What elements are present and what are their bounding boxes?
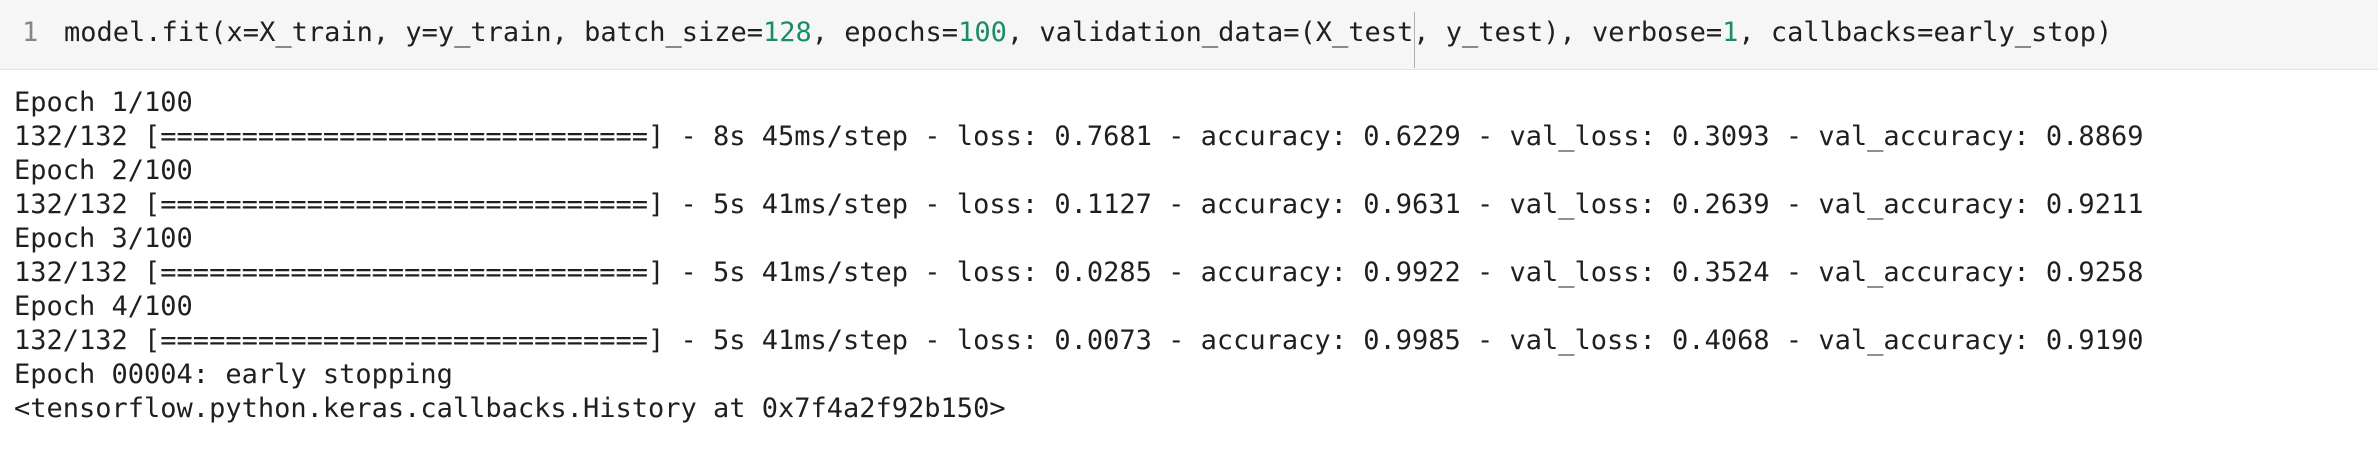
output-line: 132/132 [==============================]… xyxy=(14,189,2144,220)
code-number: 128 xyxy=(762,17,812,48)
code-text: model.fit(x=X_train, y=y_train, batch_si… xyxy=(64,17,763,48)
code-number: 100 xyxy=(958,17,1007,48)
code-line[interactable]: model.fit(x=X_train, y=y_train, batch_si… xyxy=(64,16,2112,50)
line-number: 1 xyxy=(22,17,39,48)
output-line: Epoch 1/100 xyxy=(14,87,193,118)
cell-output: Epoch 1/100 132/132 [===================… xyxy=(14,86,2143,426)
code-text: , callbacks=early_stop) xyxy=(1738,17,2113,48)
output-line: 132/132 [==============================]… xyxy=(14,121,2144,152)
output-line: <tensorflow.python.keras.callbacks.Histo… xyxy=(14,393,1006,424)
code-text: , validation_data=(X_test, y_test), verb… xyxy=(1006,17,1723,48)
output-line: Epoch 3/100 xyxy=(14,223,193,254)
output-line: Epoch 00004: early stopping xyxy=(14,359,453,390)
code-text: , epochs= xyxy=(811,17,959,48)
code-number: 1 xyxy=(1722,17,1739,48)
code-cell-input[interactable]: 1 model.fit(x=X_train, y=y_train, batch_… xyxy=(0,0,2378,70)
output-line: 132/132 [==============================]… xyxy=(14,257,2144,288)
output-line: 132/132 [==============================]… xyxy=(14,325,2144,356)
text-cursor xyxy=(1414,12,1415,68)
output-line: Epoch 2/100 xyxy=(14,155,193,186)
output-line: Epoch 4/100 xyxy=(14,291,193,322)
